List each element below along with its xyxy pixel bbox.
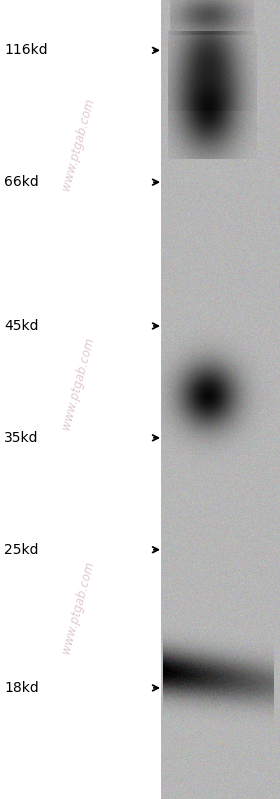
Text: 66kd: 66kd <box>4 175 39 189</box>
Text: 45kd: 45kd <box>4 319 38 333</box>
Text: 116kd: 116kd <box>4 43 48 58</box>
Text: www.ptgab.com: www.ptgab.com <box>60 96 97 192</box>
Text: www.ptgab.com: www.ptgab.com <box>60 559 97 655</box>
Text: www.ptgab.com: www.ptgab.com <box>60 336 97 431</box>
Text: 25kd: 25kd <box>4 543 38 557</box>
Text: 35kd: 35kd <box>4 431 38 445</box>
Text: 18kd: 18kd <box>4 681 39 695</box>
